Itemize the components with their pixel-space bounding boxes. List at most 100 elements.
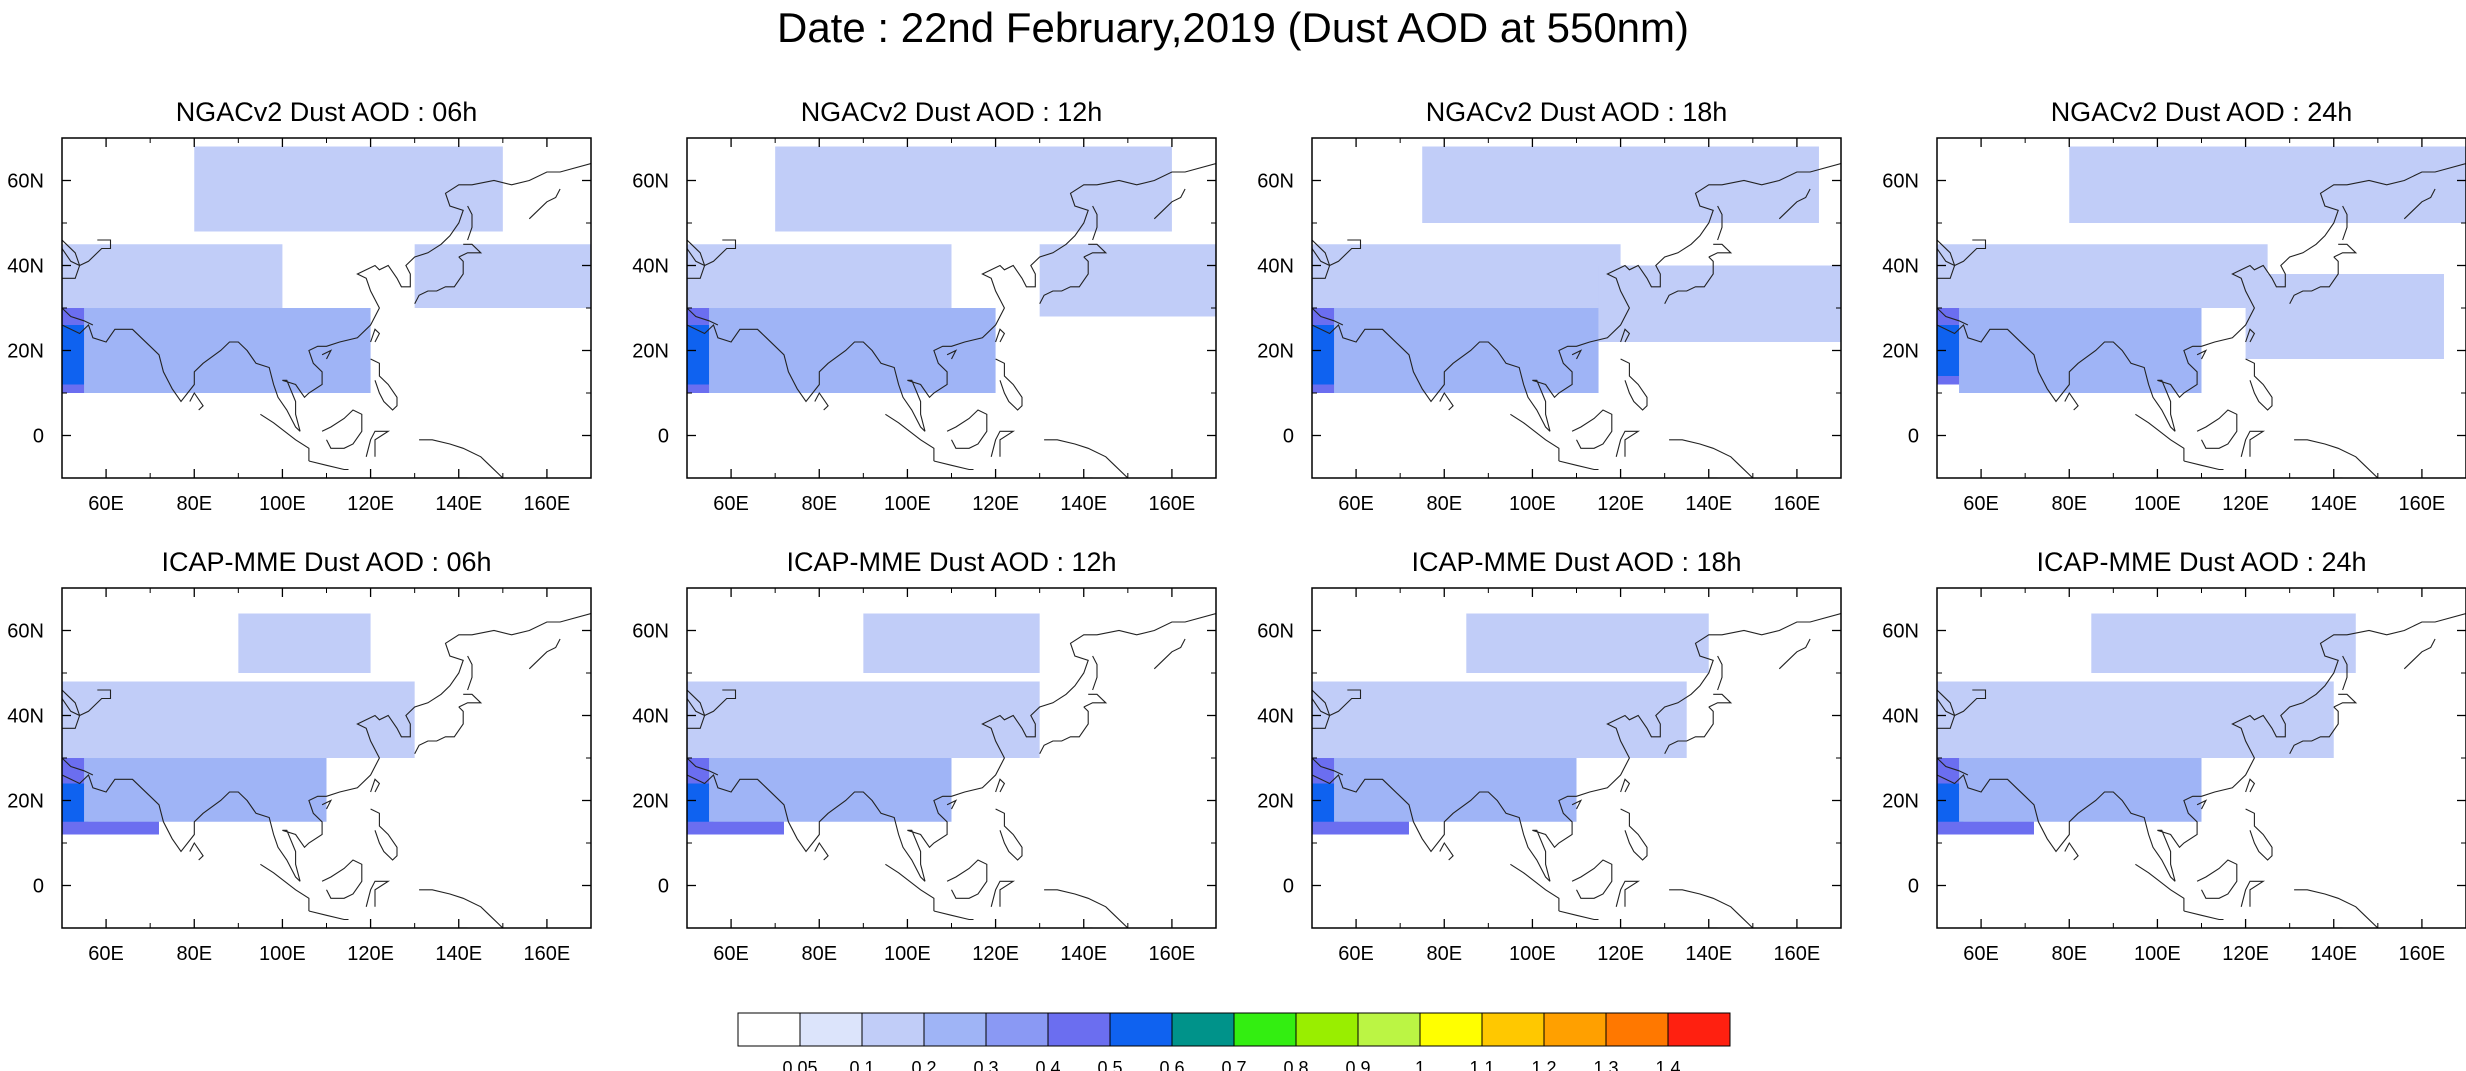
coastline xyxy=(1717,655,1723,691)
coastline xyxy=(62,307,94,326)
coastline xyxy=(946,349,958,360)
y-tick-label: 60N xyxy=(1257,621,1294,643)
colorbar-swatch xyxy=(1171,1012,1235,1047)
colorbar-label: 0.9 xyxy=(1345,1058,1370,1071)
dust-aod-region xyxy=(1598,265,1841,342)
coastline xyxy=(62,239,112,267)
y-tick-label: 0 xyxy=(658,876,669,898)
coastline xyxy=(467,655,473,691)
y-tick-label: 20N xyxy=(1882,791,1919,813)
dust-aod-region xyxy=(1422,146,1819,223)
colorbar-swatch xyxy=(1543,1012,1607,1047)
map-area xyxy=(687,588,1216,928)
coastline xyxy=(1937,689,1987,717)
dust-aod-region xyxy=(238,613,371,673)
dust-aod-region xyxy=(1959,308,2202,393)
colorbar-swatch xyxy=(861,1012,925,1047)
coastline xyxy=(687,689,706,729)
figure-title: Date : 22nd February,2019 (Dust AOD at 5… xyxy=(776,4,1690,51)
coastline xyxy=(2196,349,2208,360)
coastline xyxy=(2342,655,2348,691)
map-area xyxy=(1312,138,1841,478)
coastline xyxy=(1532,162,1841,432)
dust-aod-region xyxy=(2245,274,2444,359)
coastline xyxy=(2245,778,2256,793)
coastline xyxy=(1669,439,1754,478)
dust-aod-region xyxy=(2069,146,2466,223)
dust-aod-region xyxy=(863,613,1040,673)
coastline xyxy=(990,880,1016,907)
y-tick-label: 0 xyxy=(33,876,44,898)
coastline xyxy=(1092,655,1098,691)
y-tick-label: 40N xyxy=(1257,256,1294,278)
coastline xyxy=(1778,188,1811,220)
colorbar-label: 0.05 xyxy=(782,1058,817,1071)
coastline xyxy=(2403,188,2436,220)
y-tick-label: 40N xyxy=(7,256,44,278)
coastline xyxy=(365,880,391,907)
x-tick-label: 60E xyxy=(713,943,749,965)
coastline xyxy=(1312,774,1551,882)
x-tick-label: 80E xyxy=(801,943,837,965)
coastline xyxy=(260,863,310,911)
coastline xyxy=(2294,439,2379,478)
dust-aod-region xyxy=(62,244,283,308)
x-tick-label: 140E xyxy=(1685,943,1732,965)
coastline xyxy=(62,689,81,729)
coastline xyxy=(414,706,464,755)
x-tick-label: 60E xyxy=(1338,943,1374,965)
coastline xyxy=(321,349,333,360)
colorbar-swatch xyxy=(985,1012,1049,1047)
panel-title: NGACv2 Dust AOD : 18h xyxy=(1426,97,1728,127)
coastline xyxy=(1312,689,1362,717)
coastline xyxy=(2196,409,2238,449)
dust-aod-region xyxy=(1312,244,1621,308)
coastline xyxy=(370,358,398,411)
x-tick-label: 80E xyxy=(176,943,212,965)
coastline xyxy=(308,910,349,921)
coastline xyxy=(62,689,112,717)
coastline xyxy=(321,859,363,899)
dust-aod-region xyxy=(709,308,996,393)
map-area xyxy=(1312,588,1841,928)
coastline xyxy=(1620,358,1648,411)
x-tick-label: 140E xyxy=(435,943,482,965)
coastline xyxy=(1439,391,1454,411)
coastline xyxy=(260,413,310,461)
panel-title: ICAP-MME Dust AOD : 12h xyxy=(786,547,1116,577)
coastline xyxy=(1510,863,1560,911)
coastline xyxy=(414,256,464,305)
coastline xyxy=(2333,693,2358,708)
x-tick-label: 120E xyxy=(1597,493,1644,515)
x-tick-label: 160E xyxy=(1774,943,1821,965)
dust-aod-region xyxy=(1334,308,1599,393)
dust-aod-region xyxy=(1937,244,2268,308)
x-tick-label: 80E xyxy=(176,493,212,515)
x-tick-label: 160E xyxy=(2399,943,2446,965)
x-tick-label: 100E xyxy=(884,943,931,965)
coastline xyxy=(2196,859,2238,899)
x-tick-label: 160E xyxy=(2399,493,2446,515)
coastline xyxy=(62,239,81,279)
coastline xyxy=(1571,349,1583,360)
coastline xyxy=(1558,910,1599,921)
x-tick-label: 60E xyxy=(88,943,124,965)
coastline xyxy=(1615,430,1641,457)
x-tick-label: 120E xyxy=(2222,493,2269,515)
coastline xyxy=(933,910,974,921)
coastline xyxy=(814,391,829,411)
coastline xyxy=(1044,889,1129,928)
coastline xyxy=(1312,689,1331,729)
y-tick-label: 60N xyxy=(1882,171,1919,193)
x-tick-label: 60E xyxy=(1963,943,1999,965)
coastline xyxy=(528,638,561,670)
coastline xyxy=(946,409,988,449)
colorbar-label: 0.8 xyxy=(1283,1058,1308,1071)
y-tick-label: 60N xyxy=(1882,621,1919,643)
coastline xyxy=(2289,256,2339,305)
coastline xyxy=(2333,243,2358,258)
coastline xyxy=(687,324,926,432)
y-tick-label: 0 xyxy=(1283,426,1294,448)
coastline xyxy=(995,358,1023,411)
coastline xyxy=(458,243,483,258)
